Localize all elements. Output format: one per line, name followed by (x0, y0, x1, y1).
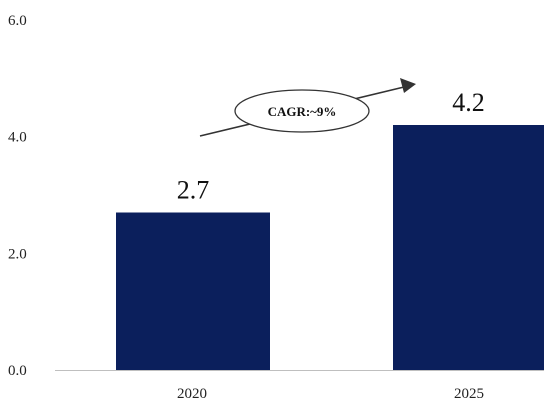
bar-2020 (116, 212, 270, 370)
cagr-label: CAGR:~9% (268, 104, 337, 119)
y-tick-label: 0.0 (8, 363, 27, 379)
cagr-arrow-head-icon (400, 78, 416, 93)
category-labels: 2020 2025 (177, 386, 484, 402)
data-label-2020: 2.7 (177, 176, 210, 205)
y-tick-label: 6.0 (8, 13, 27, 29)
cagr-annotation: CAGR:~9% (199, 78, 416, 137)
y-tick-label: 2.0 (8, 246, 27, 262)
data-labels: 2.7 4.2 (177, 88, 485, 205)
y-tick-label: 4.0 (8, 130, 27, 146)
bar-2025 (393, 125, 544, 370)
x-tick-label: 2025 (454, 386, 484, 402)
bars (116, 125, 544, 370)
cagr-ellipse (234, 89, 370, 133)
x-tick-label: 2020 (177, 386, 207, 402)
data-label-2025: 4.2 (452, 88, 485, 117)
y-axis: 0.0 2.0 4.0 6.0 (8, 13, 27, 379)
